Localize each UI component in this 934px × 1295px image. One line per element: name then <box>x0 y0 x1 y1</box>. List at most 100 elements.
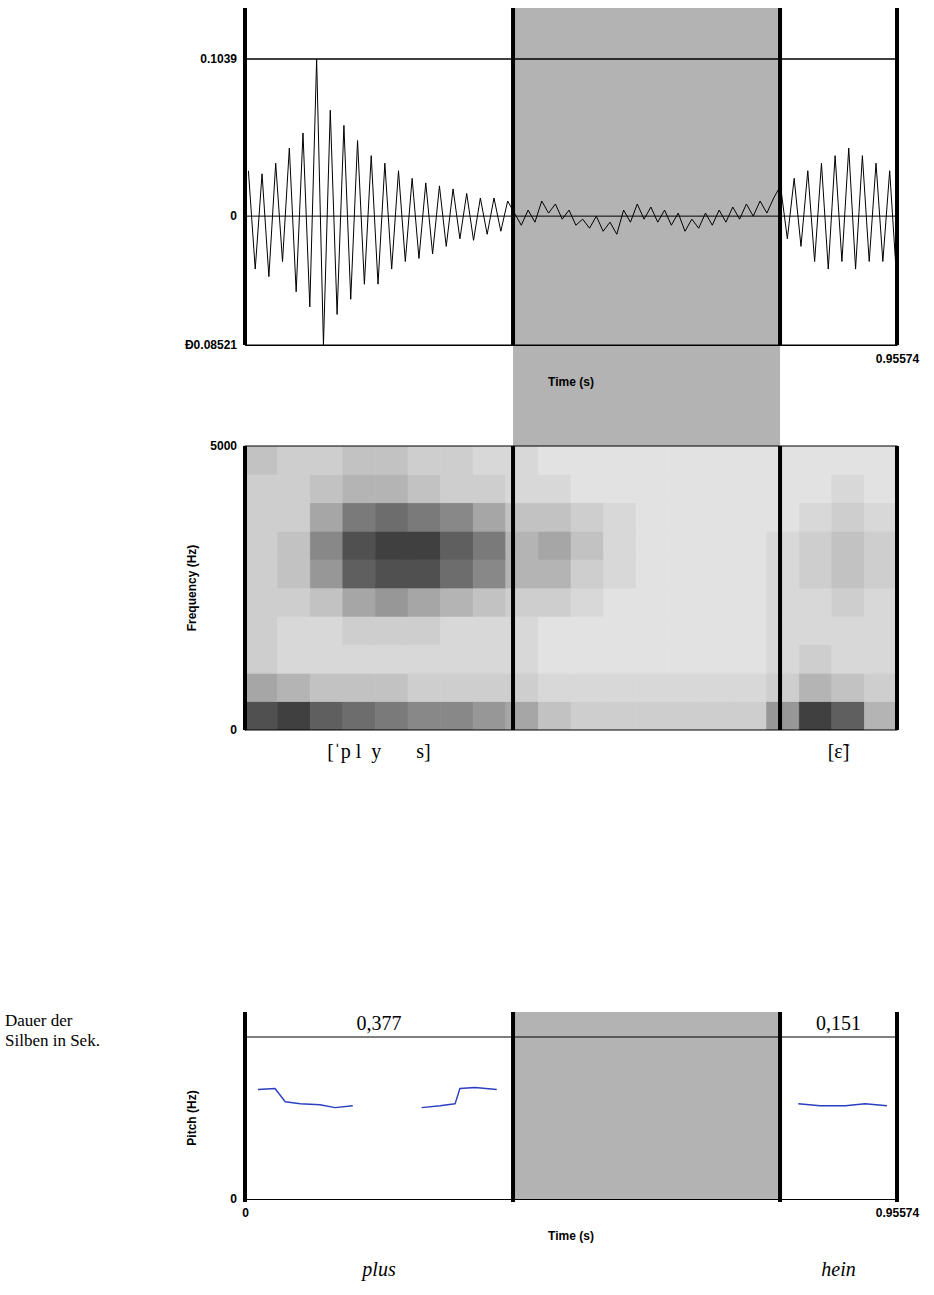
spectrogram-cell <box>245 616 278 644</box>
caption-line: Dauer der <box>5 1011 73 1030</box>
plot-top-line <box>245 1037 897 1038</box>
spectrogram-cell <box>767 503 800 531</box>
transcription: [ɛ̃] <box>828 740 850 762</box>
spectrogram-cell <box>701 531 734 559</box>
syllable-boundary <box>778 8 782 345</box>
spectrogram-cell <box>636 645 669 673</box>
spectrogram-cell <box>799 503 832 531</box>
spectrogram-cell <box>571 673 604 701</box>
x-tick-label: 0.95574 <box>876 352 920 366</box>
figure: 0.10390Ð0.085210.9557405000000.95574Time… <box>0 0 934 1295</box>
syllable-boundary <box>511 1012 515 1202</box>
grid-layer <box>245 59 897 1037</box>
spectrogram-cell <box>375 645 408 673</box>
spectrogram-cell <box>832 560 865 588</box>
line-trace <box>248 59 896 345</box>
spectrogram-cell <box>408 588 441 616</box>
spectrogram-cell <box>245 446 278 474</box>
spectrogram-cell <box>343 503 376 531</box>
spectrogram-cell <box>506 588 539 616</box>
spectrogram-cell <box>538 446 571 474</box>
spectrogram-cell <box>669 474 702 502</box>
spectrogram-cell <box>767 616 800 644</box>
spectrogram-cell <box>799 531 832 559</box>
spectrogram-cell <box>604 588 637 616</box>
spectrogram-cell <box>799 474 832 502</box>
spectrogram-cell <box>506 616 539 644</box>
spectrogram-cell <box>473 474 506 502</box>
spectrogram-cell <box>832 531 865 559</box>
spectrogram-cell <box>832 446 865 474</box>
spectrogram-cell <box>375 531 408 559</box>
spectrogram-cell <box>734 673 767 701</box>
spectrogram-cell <box>701 474 734 502</box>
spectrogram-cell <box>310 503 343 531</box>
caption-line: Silben in Sek. <box>5 1031 100 1050</box>
word: hein <box>821 1258 855 1280</box>
spectrogram-cell <box>538 474 571 502</box>
spectrogram-cell <box>310 588 343 616</box>
spectrogram-cell <box>571 503 604 531</box>
spectrogram-cell <box>604 474 637 502</box>
line-group <box>258 1088 887 1108</box>
spectrogram-cell <box>343 531 376 559</box>
spectrogram-cell <box>278 702 311 730</box>
spectrogram-cell <box>278 531 311 559</box>
spectrogram-cell <box>310 645 343 673</box>
y-axis-title: Pitch (Hz) <box>185 1090 199 1145</box>
x-axis-line <box>246 1199 898 1200</box>
spectrogram-cell <box>636 588 669 616</box>
spectrogram-cell <box>375 560 408 588</box>
syllable-duration: 0,151 <box>816 1012 861 1034</box>
syllable-boundary <box>243 446 247 730</box>
spectrogram-cell <box>767 588 800 616</box>
spectrogram-cell <box>245 531 278 559</box>
spectrogram-cell <box>245 588 278 616</box>
spectrogram-cell <box>408 616 441 644</box>
syllable-boundary <box>778 1012 782 1202</box>
spectrogram-cell <box>310 531 343 559</box>
spectrogram-cell <box>701 645 734 673</box>
grid-line <box>245 216 897 217</box>
spectrogram-cell <box>669 702 702 730</box>
spectrogram-cell <box>636 503 669 531</box>
spectrogram-cell <box>832 503 865 531</box>
spectrogram-cell <box>604 531 637 559</box>
spectrogram-cell <box>701 560 734 588</box>
spectrogram-cell <box>734 531 767 559</box>
spectrogram-cell <box>408 702 441 730</box>
spectrogram-cell <box>441 503 474 531</box>
spectrogram-cell <box>864 645 897 673</box>
spectrogram-cell <box>441 531 474 559</box>
spectrogram-cell <box>245 474 278 502</box>
spectrogram-cell <box>701 588 734 616</box>
spectrogram-cell <box>538 673 571 701</box>
axis-layer: 0.10390Ð0.085210.9557405000000.95574 <box>185 52 920 1219</box>
y-tick: 0 <box>230 209 245 223</box>
y-tick-label: Ð0.08521 <box>185 338 237 352</box>
spectrogram-cell <box>245 645 278 673</box>
syllable-boundary <box>243 1012 247 1202</box>
spectrogram-cell <box>636 446 669 474</box>
spectrogram-cell <box>734 702 767 730</box>
spectrogram-cell <box>669 673 702 701</box>
spectrogram-cell <box>604 673 637 701</box>
spectrogram-cell <box>278 588 311 616</box>
y-tick: 0 <box>230 1192 245 1206</box>
spectrogram-cell <box>441 645 474 673</box>
figure-container: 0.10390Ð0.085210.9557405000000.95574Time… <box>0 0 934 1295</box>
spectrogram-cell <box>604 446 637 474</box>
spectrogram-cell <box>799 645 832 673</box>
y-tick: 5000 <box>210 439 245 453</box>
spectrogram-cell <box>701 446 734 474</box>
heatmap-group <box>245 446 897 730</box>
syllable-boundary <box>511 446 515 730</box>
spectrogram-cell <box>408 446 441 474</box>
grid-line <box>245 345 897 346</box>
pause-shade <box>513 8 780 446</box>
spectrogram-cell <box>278 446 311 474</box>
spectrogram-cell <box>310 560 343 588</box>
spectrogram-cell <box>864 503 897 531</box>
spectrogram-cell <box>441 702 474 730</box>
spectrogram-cell <box>636 531 669 559</box>
